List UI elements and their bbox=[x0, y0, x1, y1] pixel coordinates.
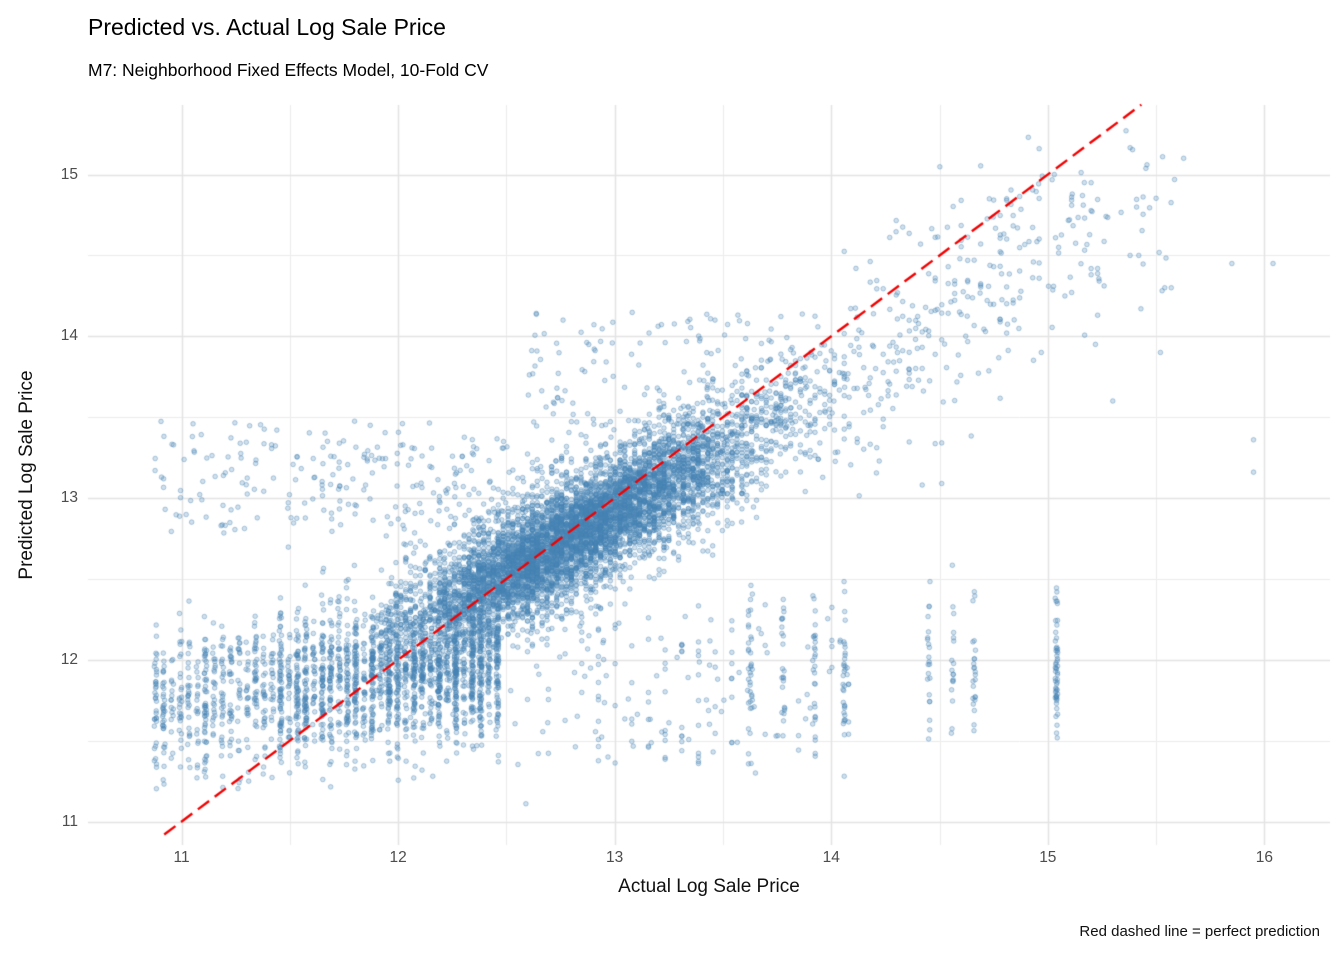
x-tick-label: 14 bbox=[822, 849, 840, 866]
y-tick-label: 14 bbox=[60, 327, 78, 345]
y-tick-label: 13 bbox=[60, 489, 78, 507]
y-tick-label: 11 bbox=[61, 812, 78, 830]
x-tick-label: 15 bbox=[1039, 849, 1057, 866]
x-tick-label: 16 bbox=[1255, 849, 1273, 866]
y-tick-label: 15 bbox=[60, 165, 78, 183]
y-tick-label: 12 bbox=[60, 650, 78, 668]
x-tick-label: 13 bbox=[606, 849, 624, 866]
y-axis-title: Predicted Log Sale Price bbox=[16, 370, 37, 580]
x-tick-label: 11 bbox=[173, 849, 190, 866]
x-tick-label: 12 bbox=[389, 849, 407, 866]
chart-title: Predicted vs. Actual Log Sale Price bbox=[88, 14, 446, 40]
x-axis-title: Actual Log Sale Price bbox=[618, 876, 800, 897]
chart-caption: Red dashed line = perfect prediction bbox=[1079, 923, 1320, 940]
chart-subtitle: M7: Neighborhood Fixed Effects Model, 10… bbox=[88, 60, 489, 80]
